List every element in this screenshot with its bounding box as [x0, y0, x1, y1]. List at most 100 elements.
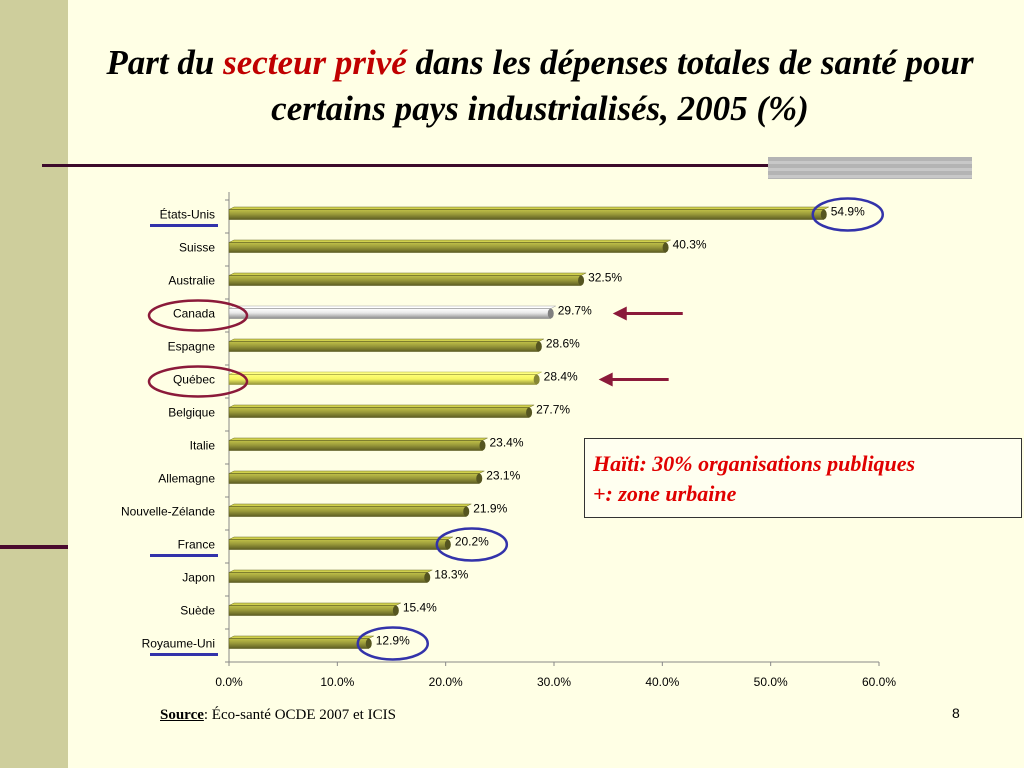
bar [228, 506, 467, 517]
bar-top [228, 338, 544, 342]
category-label: Québec [173, 373, 215, 387]
bar [228, 242, 666, 253]
bar-top [228, 470, 485, 474]
value-label: 23.1% [486, 469, 520, 483]
bar-top [228, 404, 535, 408]
title-divider [42, 164, 972, 167]
value-label: 27.7% [536, 403, 570, 417]
bar [228, 572, 428, 583]
bar-end-cap [424, 572, 431, 583]
x-tick-label: 30.0% [537, 675, 571, 689]
arrow-head [598, 372, 613, 387]
value-label: 28.6% [546, 337, 580, 351]
x-tick-label: 20.0% [429, 675, 463, 689]
title-accent-block [768, 157, 972, 179]
title-prefix: Part du [106, 43, 224, 82]
category-label: Allemagne [158, 472, 215, 486]
x-tick-label: 0.0% [215, 675, 243, 689]
category-label: Japon [182, 571, 215, 585]
category-label: Nouvelle-Zélande [121, 505, 215, 519]
bar-top [228, 239, 671, 243]
bar-end-cap [526, 407, 533, 418]
left-decor-band [0, 0, 68, 768]
callout-line-1: Haïti: 30% organisations publiques [593, 451, 916, 476]
bar-end-cap [444, 539, 451, 550]
value-label: 23.4% [490, 436, 524, 450]
bar [228, 473, 480, 484]
circle-highlight-value [811, 197, 884, 232]
title-suffix: dans les dépenses totales de santé pour … [271, 43, 974, 128]
bar-end-cap [547, 308, 554, 319]
circle-highlight-label [147, 299, 249, 332]
bar [228, 275, 582, 286]
x-tick-label: 10.0% [320, 675, 354, 689]
value-label: 32.5% [588, 271, 622, 285]
value-label: 40.3% [673, 238, 707, 252]
bar-end-cap [820, 209, 827, 220]
category-label: Australie [168, 274, 215, 288]
callout-line-2: +: zone urbaine [593, 481, 737, 506]
bar-end-cap [533, 374, 540, 385]
x-tick-label: 50.0% [754, 675, 788, 689]
x-tick-label: 60.0% [862, 675, 896, 689]
page-number: 8 [952, 705, 960, 721]
bar-end-cap [535, 341, 542, 352]
haiti-callout-box: Haïti: 30% organisations publiques +: zo… [584, 438, 1022, 518]
left-decor-line [0, 545, 68, 549]
arrow-head [612, 306, 627, 321]
value-label: 28.4% [544, 370, 578, 384]
source-label: Source [160, 707, 204, 723]
bar [228, 374, 537, 385]
bar [228, 539, 449, 550]
x-tick-label: 40.0% [645, 675, 679, 689]
value-label: 21.9% [473, 502, 507, 516]
bar-end-cap [476, 473, 483, 484]
bar-top [228, 602, 401, 606]
value-label: 12.9% [376, 634, 410, 648]
bar-top [228, 206, 829, 210]
bar-top [228, 536, 453, 540]
slide-title: Part du secteur privé dans les dépenses … [70, 40, 1010, 132]
category-label: Suède [180, 604, 215, 618]
bar [228, 605, 397, 616]
bar-end-cap [365, 638, 372, 649]
title-highlight: secteur privé [223, 43, 407, 82]
circle-highlight-label [147, 365, 249, 398]
category-label: États-Unis [160, 207, 215, 222]
category-label: Italie [190, 439, 216, 453]
category-label: Belgique [168, 406, 215, 420]
bar-top [228, 437, 488, 441]
bar-top [228, 371, 542, 375]
bar-top [228, 569, 433, 573]
value-label: 54.9% [831, 205, 865, 219]
source-text: : Éco-santé OCDE 2007 et ICIS [203, 707, 396, 723]
bar-end-cap [479, 440, 486, 451]
value-label: 20.2% [455, 535, 489, 549]
bar-end-cap [463, 506, 470, 517]
value-label: 18.3% [434, 568, 468, 582]
bar-end-cap [392, 605, 399, 616]
bar-top [228, 305, 556, 309]
circle-highlight-value [356, 626, 429, 661]
category-label: Royaume-Uni [142, 637, 215, 651]
value-label: 15.4% [403, 601, 437, 615]
bar-top [228, 635, 374, 639]
category-label: France [178, 538, 216, 552]
category-label: Espagne [168, 340, 216, 354]
bar [228, 308, 552, 319]
bar-top [228, 503, 472, 507]
category-label: Suisse [179, 241, 215, 255]
circle-highlight-value [435, 527, 509, 562]
bar-end-cap [578, 275, 585, 286]
source-note: Source: Éco-santé OCDE 2007 et ICIS [160, 707, 396, 724]
bar [228, 209, 825, 220]
bar-end-cap [662, 242, 669, 253]
bar [228, 341, 540, 352]
bar-top [228, 272, 587, 276]
bar [228, 638, 370, 649]
category-label: Canada [173, 307, 215, 321]
bar [228, 440, 483, 451]
value-label: 29.7% [558, 304, 592, 318]
bar [228, 407, 530, 418]
